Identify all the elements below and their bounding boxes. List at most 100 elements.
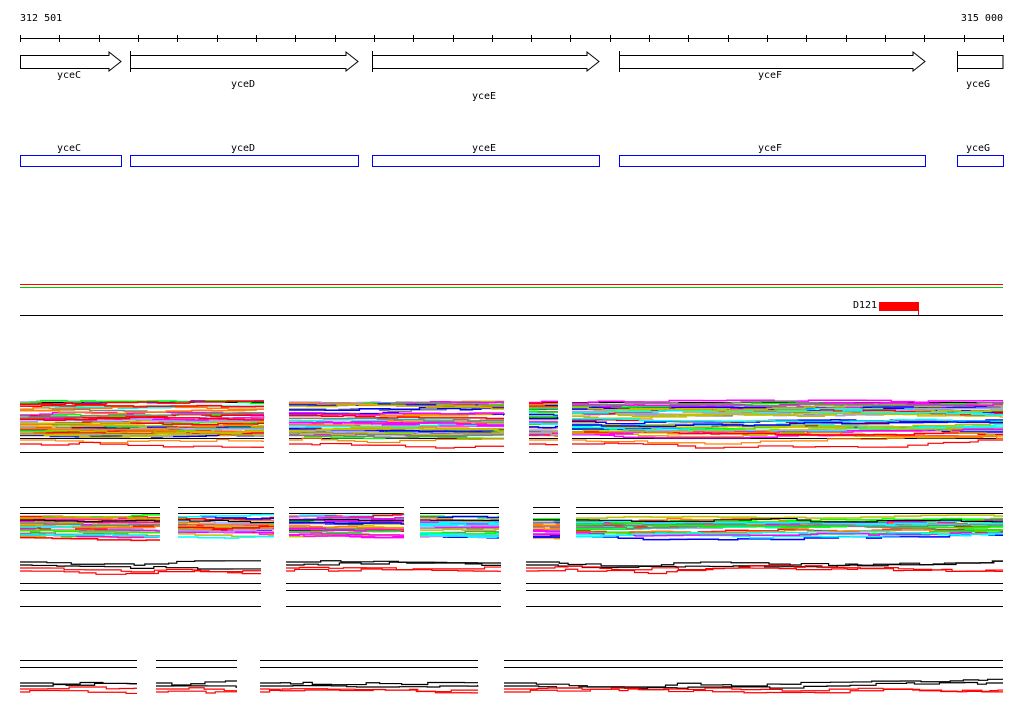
data-series-line [504, 687, 1003, 693]
data-series-line [20, 564, 261, 570]
gene-arrow-label-yceE: yceE [472, 91, 497, 102]
data-series-line [529, 432, 558, 435]
data-series-line [572, 421, 1003, 428]
data-series-line [20, 408, 264, 415]
data-series-line [260, 681, 478, 687]
data-series-line [178, 525, 274, 528]
data-series-line [20, 433, 264, 439]
data-series-line [20, 570, 261, 575]
data-series-line [178, 528, 274, 533]
data-series-line [576, 517, 1003, 523]
data-series-line [20, 682, 137, 687]
data-series-line [572, 422, 1003, 428]
data-series-line [20, 412, 264, 418]
data-series-line [289, 403, 504, 410]
data-series-line [420, 523, 499, 526]
data-series-line [178, 521, 274, 526]
data-series-line [420, 515, 499, 519]
data-series-line [178, 513, 274, 518]
gene-box-yceF [619, 155, 926, 167]
data-series-line [572, 417, 1003, 423]
data-series-line [504, 678, 1003, 688]
data-series-line [533, 520, 560, 524]
data-series-line [576, 514, 1003, 519]
data-series-line [572, 409, 1003, 416]
data-series-line [20, 520, 160, 525]
data-series-line [20, 424, 264, 431]
gene-box-label-yceG: yceG [966, 143, 991, 154]
data-series-line [576, 531, 1003, 537]
data-series-line [289, 519, 404, 521]
data-series-line [20, 529, 160, 534]
data-series-line [420, 528, 499, 531]
data-series-line [289, 423, 504, 428]
gene-arrow-label-yceD: yceD [231, 79, 256, 90]
data-series-line [289, 525, 404, 529]
data-series-line [529, 416, 559, 420]
data-series-line [20, 536, 160, 542]
gene-arrow-label-yceG: yceG [966, 79, 991, 90]
data-series-line [504, 687, 1003, 694]
data-series-line [289, 527, 404, 532]
gene-arrow-label-yceC: yceC [57, 70, 82, 81]
data-series-line [572, 418, 1003, 425]
data-series-line [178, 516, 274, 520]
data-series-line [286, 566, 501, 572]
data-series-line [178, 519, 274, 524]
data-series-line [289, 442, 504, 449]
gene-arrow-yceF [619, 50, 926, 73]
data-series-line [289, 417, 504, 422]
data-series-line [289, 431, 504, 436]
data-series-line [20, 416, 264, 421]
data-series-line [260, 681, 479, 688]
data-series-line [289, 412, 504, 416]
gene-box-label-yceE: yceE [472, 143, 497, 154]
data-series-line [533, 523, 560, 526]
gene-box-yceC [20, 155, 122, 167]
feature-label: D121 [853, 300, 878, 311]
data-series-line [529, 443, 558, 446]
data-series-line [20, 686, 137, 690]
data-series-line [289, 421, 504, 426]
data-series-line [156, 690, 237, 694]
data-series-line [572, 403, 1003, 412]
data-series-line [420, 521, 499, 525]
data-series-line [286, 566, 501, 572]
data-series-line [533, 530, 560, 533]
data-series-line [504, 681, 1003, 689]
data-series-line [576, 533, 1003, 541]
gene-box-label-yceF: yceF [758, 143, 783, 154]
data-series-line [289, 533, 404, 539]
data-series-line [529, 410, 558, 413]
data-series-line [529, 429, 558, 432]
gene-box-yceD [130, 155, 359, 167]
data-series-line [526, 567, 1003, 575]
data-series-line [20, 438, 264, 444]
data-series-line [572, 427, 1003, 437]
data-series-line [178, 533, 274, 538]
data-series-line [533, 525, 560, 529]
feature-D121 [879, 302, 918, 311]
gene-box-yceG [957, 155, 1004, 167]
data-series-line [420, 534, 499, 538]
gene-arrow-yceE [372, 50, 600, 73]
data-series-line [576, 531, 1003, 537]
data-series-line [529, 407, 558, 410]
data-series-line [289, 437, 504, 444]
data-series-line [572, 409, 1003, 417]
data-series-line [156, 687, 237, 692]
data-series-line [529, 413, 558, 417]
ruler-end-label: 315 000 [960, 13, 1003, 24]
data-series-line [20, 689, 137, 695]
data-series-line [20, 441, 264, 448]
data-series-line [20, 404, 264, 408]
data-series-line [289, 516, 404, 521]
data-series-line [20, 560, 261, 566]
data-series-line [20, 533, 160, 538]
data-series-line [572, 412, 1003, 420]
gene-box-yceE [372, 155, 600, 167]
data-series-line [20, 430, 264, 434]
data-series-line [289, 521, 404, 525]
data-series-line [572, 435, 1003, 445]
